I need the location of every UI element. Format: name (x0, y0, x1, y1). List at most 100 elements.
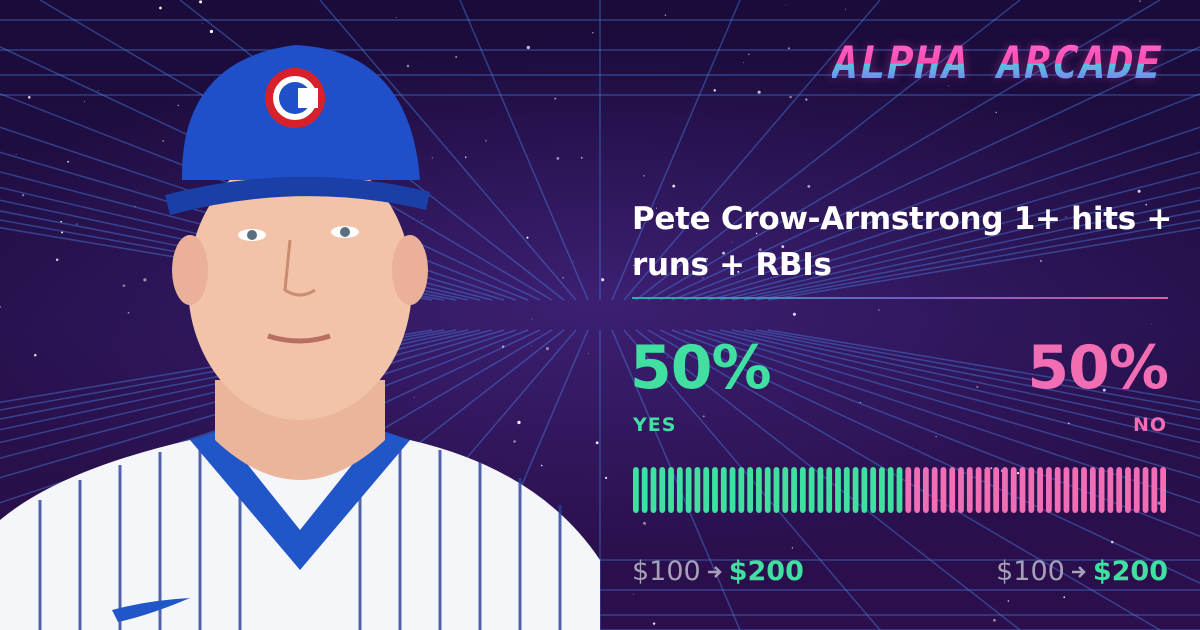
no-segment (1125, 467, 1131, 513)
odds-bar (633, 467, 1166, 513)
no-segment (940, 467, 947, 513)
star (595, 441, 599, 445)
star (737, 270, 740, 273)
yes-segment (791, 467, 797, 513)
grid-ray (647, 0, 1161, 301)
star (1016, 472, 1020, 475)
star (990, 467, 993, 470)
star (84, 101, 86, 103)
grid-ray (743, 210, 1200, 301)
yes-payout: $100 $200 (632, 556, 804, 587)
grid-ray (731, 199, 1200, 301)
star (781, 245, 785, 248)
grid-ray (0, 226, 433, 301)
star (465, 156, 467, 159)
star (1153, 383, 1155, 385)
grid-ray (0, 329, 433, 404)
payout: $200 (1092, 556, 1168, 587)
star (573, 260, 574, 262)
yes-segment (703, 467, 710, 513)
no-segment (1151, 467, 1158, 513)
star (667, 356, 669, 358)
star (1157, 501, 1161, 505)
star (604, 476, 608, 480)
star (545, 347, 550, 351)
star (869, 201, 871, 202)
yes-percent: 50% (630, 333, 772, 403)
grid-ray (0, 329, 445, 411)
star (27, 96, 31, 99)
star (702, 415, 705, 418)
yes-segment (826, 467, 833, 513)
yes-segment (896, 467, 903, 513)
star (1137, 189, 1141, 193)
no-percent: 50% (1027, 333, 1169, 403)
yes-segment (773, 467, 780, 513)
no-segment (984, 467, 991, 513)
grid-ray (319, 0, 577, 301)
star (517, 420, 521, 425)
no-segment (1098, 467, 1105, 513)
star (1161, 562, 1163, 564)
yes-segment (843, 467, 850, 513)
yes-segment (685, 467, 692, 513)
star (706, 258, 709, 260)
star (406, 64, 410, 68)
yes-segment (799, 467, 806, 513)
yes-segment (870, 467, 877, 513)
yes-segment (650, 467, 657, 513)
no-segment (1019, 467, 1026, 513)
brand-logo: ALPHA ARCADE (832, 38, 1162, 89)
yes-segment (808, 467, 815, 513)
star (588, 352, 589, 354)
star (758, 248, 762, 252)
star (592, 32, 594, 34)
star (562, 276, 564, 279)
grid-ray (755, 329, 1200, 411)
star (97, 90, 99, 92)
yes-segment (747, 467, 754, 513)
star (601, 278, 605, 282)
no-segment (1116, 467, 1123, 513)
star (60, 220, 62, 223)
yes-segment (782, 467, 789, 513)
yes-segment (817, 467, 824, 513)
grid-ray (719, 329, 1200, 444)
arrow-icon (1071, 565, 1086, 578)
no-segment (905, 467, 912, 513)
grid-ray (743, 329, 1200, 420)
no-segment (931, 467, 938, 513)
grid-ray (695, 151, 1200, 301)
star (127, 311, 130, 314)
payout: $200 (728, 556, 804, 587)
grid-ray (623, 0, 881, 301)
no-segment (1037, 467, 1043, 513)
grid-ray (719, 186, 1200, 301)
yes-segment (852, 467, 859, 513)
star (526, 236, 529, 239)
star (792, 312, 796, 316)
no-segment (1081, 467, 1087, 513)
player-photo (0, 45, 600, 630)
no-payout: $100 $200 (996, 556, 1168, 587)
no-segment (958, 467, 964, 513)
grid-ray (647, 329, 1161, 630)
star (1139, 0, 1141, 2)
star (1145, 203, 1148, 206)
star (413, 396, 415, 398)
star (485, 139, 487, 142)
no-segment (1133, 467, 1140, 513)
grid-ray (707, 171, 1200, 301)
arrow-icon (707, 565, 722, 578)
star (1063, 596, 1066, 599)
star (33, 353, 37, 357)
star (844, 8, 846, 10)
star (513, 440, 516, 443)
stake: $100 (632, 556, 701, 587)
grid-ray (611, 0, 741, 301)
no-segment (975, 467, 982, 513)
yes-segment (694, 467, 701, 513)
star (199, 0, 203, 4)
no-label: NO (1132, 414, 1167, 436)
